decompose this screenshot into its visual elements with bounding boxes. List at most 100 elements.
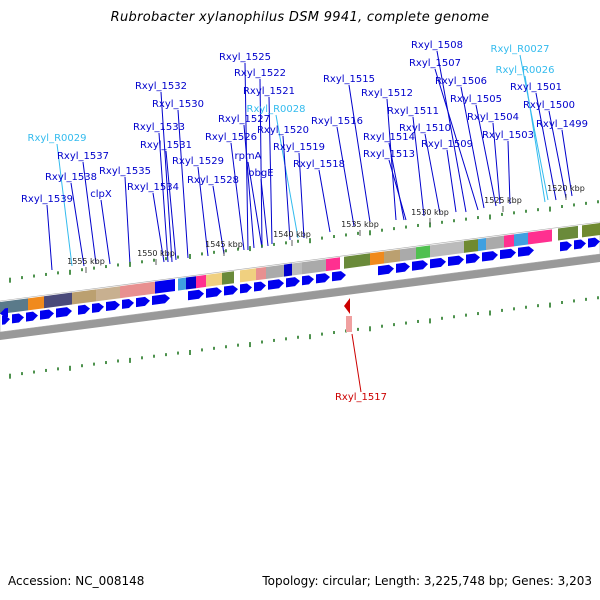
- gene-arrow: [430, 257, 446, 269]
- gene-arrow: [92, 302, 104, 313]
- gene-arrow: [378, 264, 394, 276]
- gene-label: Rxyl_1514: [363, 132, 415, 143]
- kbp-label: 1550 kbp: [137, 249, 175, 258]
- gene-label: Rxyl_1499: [536, 119, 588, 130]
- gene-label: Rxyl_1500: [523, 100, 575, 111]
- feature-segment: [486, 235, 504, 251]
- gene-label: Rxyl_1504: [467, 112, 519, 123]
- gene-arrow: [412, 260, 428, 271]
- gene-arrow: [588, 237, 600, 248]
- gene-arrow: [268, 279, 284, 290]
- feature-segment: [196, 274, 206, 289]
- gene-label: Rxyl_1538: [45, 172, 97, 183]
- leader-line: [460, 86, 485, 209]
- gene-arrows-reverse-row: [0, 307, 8, 318]
- leader-line: [348, 84, 371, 223]
- kbp-label: 1520 kbp: [547, 184, 585, 193]
- gene-label: Rxyl_1525: [219, 52, 271, 63]
- gene-arrow: [302, 275, 314, 286]
- leader-line: [260, 178, 269, 247]
- leader-line: [124, 176, 131, 265]
- gene-label: Rxyl_1512: [361, 88, 413, 99]
- gene-label: Rxyl_1528: [187, 175, 239, 186]
- leader-line: [82, 161, 97, 265]
- gene-arrows-forward-row: [2, 237, 600, 325]
- gene-label: Rxyl_1515: [323, 74, 375, 85]
- feature-segment: [370, 251, 384, 266]
- gene-arrow: [466, 253, 480, 264]
- leader-line: [519, 54, 549, 201]
- feature-segments: [0, 223, 600, 314]
- gene-arrow: [332, 271, 346, 282]
- gene-arrow: [316, 273, 330, 284]
- leader-line: [197, 166, 209, 257]
- gene-arrow: [56, 307, 72, 318]
- gene-arrow: [448, 255, 464, 267]
- gene-label: Rxyl_1519: [273, 142, 325, 153]
- feature-segment: [416, 245, 430, 260]
- leader-line: [388, 142, 405, 221]
- gene-label: Rxyl_1533: [133, 122, 185, 133]
- accession-text: Accession: NC_008148: [8, 574, 145, 588]
- gene-arrow: [224, 285, 238, 296]
- topology-summary-text: Topology: circular; Length: 3,225,748 bp…: [262, 574, 592, 588]
- gene-label: Rxyl_1520: [257, 125, 309, 136]
- feature-segment: [186, 276, 196, 290]
- leader-line: [212, 185, 225, 255]
- leader-line: [475, 104, 497, 207]
- leader-line: [70, 182, 85, 267]
- feature-segment: [240, 268, 256, 283]
- leader-line: [268, 96, 273, 245]
- gene-label: rpmA: [234, 151, 261, 162]
- leader-line: [165, 150, 177, 261]
- leader-line: [247, 161, 263, 249]
- gene-label: Rxyl_1506: [435, 76, 487, 87]
- leader-line: [259, 78, 263, 247]
- leader-line: [388, 159, 407, 221]
- gene-label: Rxyl_1537: [57, 151, 109, 162]
- gene-label: Rxyl_1529: [172, 156, 224, 167]
- leader-line: [158, 132, 169, 263]
- selected-gene-marker: [344, 298, 362, 393]
- feature-segment: [155, 278, 175, 294]
- leader-line: [298, 152, 305, 239]
- leader-line: [56, 143, 73, 267]
- feature-segment: [558, 225, 578, 241]
- leader-line: [436, 50, 467, 213]
- marker-arrow-icon: [344, 298, 350, 314]
- feature-segment: [464, 239, 478, 253]
- gene-label: Rxyl_1508: [411, 40, 463, 51]
- feature-segment: [504, 234, 514, 248]
- leader-line: [434, 68, 479, 211]
- gene-label: Rxyl_1530: [152, 99, 204, 110]
- gene-label: Rxyl_1534: [127, 182, 179, 193]
- leader-line: [336, 126, 355, 227]
- feature-segment: [206, 272, 222, 287]
- feature-segment: [266, 264, 284, 279]
- feature-segment: [178, 277, 186, 291]
- gene-labels: Rxyl_1508 Rxyl_R0027 Rxyl_1507 Rxyl_R0026 Rx…: [21, 40, 588, 403]
- gene-label: Rxyl_1526: [205, 132, 257, 143]
- gene-label: Rxyl_1510: [399, 123, 451, 134]
- kbp-label: 1535 kbp: [341, 220, 379, 229]
- gene-label: Rxyl_1509: [421, 139, 473, 150]
- gene-label: Rxyl_1527: [218, 114, 270, 125]
- gene-arrow: [26, 311, 38, 322]
- gene-label: Rxyl_1531: [140, 140, 192, 151]
- gene-arrow: [254, 281, 266, 292]
- gene-label: Rxyl_1516: [311, 116, 363, 127]
- gene-arrow: [188, 289, 204, 301]
- genome-title: Rubrobacter xylanophilus DSM 9941, compl…: [110, 10, 490, 25]
- gene-arrow: [560, 241, 572, 252]
- leader-line: [446, 149, 457, 213]
- feature-segment: [292, 262, 302, 276]
- gene-label: Rxyl_1535: [99, 166, 151, 177]
- feature-segment: [582, 223, 600, 238]
- feature-segment: [120, 281, 155, 299]
- gene-label: Rxyl_1507: [409, 58, 461, 69]
- leader-line: [100, 199, 111, 265]
- gene-arrow: [286, 277, 300, 288]
- gene-label: Rxyl_1532: [135, 81, 187, 92]
- leader-line: [243, 124, 255, 249]
